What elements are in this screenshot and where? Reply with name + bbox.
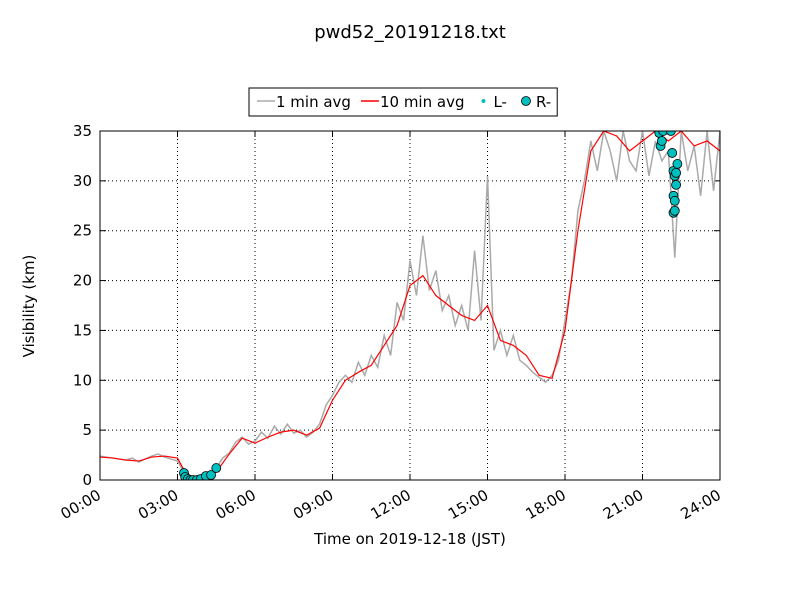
- data-point: [666, 131, 676, 136]
- legend-label: 10 min avg: [380, 93, 465, 111]
- plot-area: [100, 131, 720, 480]
- legend-swatch: [481, 99, 486, 103]
- y-tick-label: 5: [82, 421, 92, 439]
- data-point: [669, 195, 680, 206]
- legend-label: R-: [536, 93, 551, 111]
- y-tick-label: 20: [73, 272, 92, 290]
- data-point: [669, 205, 680, 216]
- legend-swatch: [521, 96, 531, 106]
- plot-frame: [99, 130, 721, 481]
- data-point: [667, 148, 678, 158]
- y-tick-label: 30: [73, 172, 92, 190]
- y-axis-label: Visibility (km): [20, 255, 38, 358]
- legend: 1 min avg 10 min avg L- R-: [248, 87, 558, 117]
- data-point: [671, 167, 681, 178]
- legend-label: 1 min avg: [276, 93, 351, 111]
- y-tick-label: 10: [73, 371, 92, 389]
- y-tick-label: 15: [73, 321, 92, 339]
- data-point: [672, 159, 683, 169]
- legend-box: [248, 87, 558, 117]
- data-point: [656, 136, 667, 146]
- y-tick-label: 25: [73, 222, 92, 240]
- legend-label: L-: [493, 93, 507, 111]
- data-point: [658, 131, 669, 136]
- chart-title: pwd52_20191218.txt: [314, 22, 506, 43]
- data-point: [671, 179, 681, 190]
- data-point: [211, 463, 222, 473]
- y-tick-label: 0: [82, 471, 92, 489]
- y-tick-label: 35: [73, 122, 92, 140]
- x-axis-label: Time on 2019-12-18 (JST): [313, 530, 506, 548]
